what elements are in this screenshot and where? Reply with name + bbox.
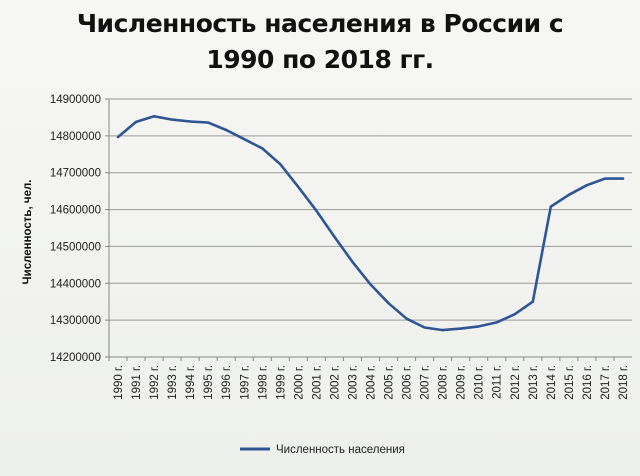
x-tick-label: 2017 г. <box>600 365 612 400</box>
x-axis-ticks: 1990 г. 1991 г. 1992 г. 1993 г. 1994 г. 1995 … <box>108 357 630 400</box>
data-point <box>459 327 462 330</box>
data-point <box>170 118 174 121</box>
x-tick-label: 2011 г. <box>492 365 504 399</box>
data-point <box>549 205 553 208</box>
data-point <box>279 163 282 166</box>
legend-label: Численность населения <box>276 444 405 456</box>
y-tick-label: 14800000 <box>50 131 101 143</box>
x-tick-label: 1996 г. <box>221 365 233 400</box>
series-layer <box>116 115 625 332</box>
data-point <box>441 328 444 332</box>
chart-title: Численность населения в России с 1990 по… <box>76 9 564 74</box>
data-point <box>567 193 571 197</box>
x-tick-label: 2001 г. <box>311 365 323 400</box>
data-point <box>477 325 480 328</box>
data-point <box>351 260 354 264</box>
data-point <box>495 321 498 324</box>
data-point <box>243 137 246 141</box>
x-tick-label: 1995 г. <box>203 365 215 400</box>
data-point <box>387 301 390 305</box>
x-tick-label: 2015 г. <box>564 365 576 400</box>
x-tick-label: 1998 г. <box>257 365 269 400</box>
x-tick-label: 2013 г. <box>528 365 540 400</box>
series-line <box>116 115 625 332</box>
x-tick-label: 1991 г. <box>131 365 143 400</box>
data-point <box>297 185 300 189</box>
data-point <box>134 120 138 124</box>
data-point <box>423 326 426 329</box>
y-tick-label: 14600000 <box>50 205 101 217</box>
y-tick-label: 14900000 <box>50 94 101 106</box>
y-tick-label: 14300000 <box>50 315 101 327</box>
x-tick-label: 2009 г. <box>456 365 468 400</box>
y-axis-ticks: 14200000 14300000 14400000 14500000 14600000… <box>50 94 109 364</box>
data-point <box>513 313 516 316</box>
x-tick-label: 1997 г. <box>239 365 251 400</box>
data-point <box>315 209 318 212</box>
y-tick-label: 14500000 <box>50 241 101 253</box>
data-point <box>603 177 607 180</box>
x-tick-label: 2016 г. <box>582 365 594 400</box>
x-tick-label: 1999 г. <box>275 365 287 400</box>
x-tick-label: 2000 г. <box>293 365 305 400</box>
data-point <box>188 120 192 123</box>
data-point <box>585 184 589 187</box>
x-tick-label: 2008 г. <box>438 365 450 400</box>
legend: Численность населения <box>240 444 405 456</box>
y-tick-label: 14700000 <box>50 168 101 180</box>
data-point <box>621 177 625 180</box>
x-tick-label: 2005 г. <box>384 365 396 400</box>
x-tick-label: 2018 г. <box>618 365 630 400</box>
x-tick-label: 2004 г. <box>366 365 378 400</box>
x-tick-label: 2014 г. <box>546 365 558 400</box>
data-point <box>333 235 336 239</box>
gridlines <box>109 98 632 321</box>
data-point <box>206 121 210 124</box>
data-point <box>531 300 535 303</box>
x-tick-label: 1990 г. <box>113 365 125 400</box>
data-point <box>152 115 156 118</box>
data-point <box>369 283 372 286</box>
x-tick-label: 2002 г. <box>329 365 341 400</box>
x-tick-label: 2012 г. <box>510 365 522 400</box>
y-tick-label: 14200000 <box>50 352 101 364</box>
x-tick-label: 2006 г. <box>402 365 414 400</box>
x-tick-label: 1994 г. <box>185 365 197 400</box>
data-point <box>261 147 264 150</box>
x-tick-label: 2010 г. <box>474 365 486 400</box>
x-tick-label: 2003 г. <box>347 365 359 400</box>
x-tick-label: 1992 г. <box>149 365 161 400</box>
x-tick-label: 1993 г. <box>167 365 179 400</box>
y-tick-label: 14400000 <box>50 278 101 290</box>
data-point <box>405 317 408 320</box>
data-point <box>116 135 120 139</box>
data-point <box>225 128 228 132</box>
x-tick-label: 2007 г. <box>420 365 432 400</box>
y-axis-label: Численность, чел. <box>22 180 34 285</box>
